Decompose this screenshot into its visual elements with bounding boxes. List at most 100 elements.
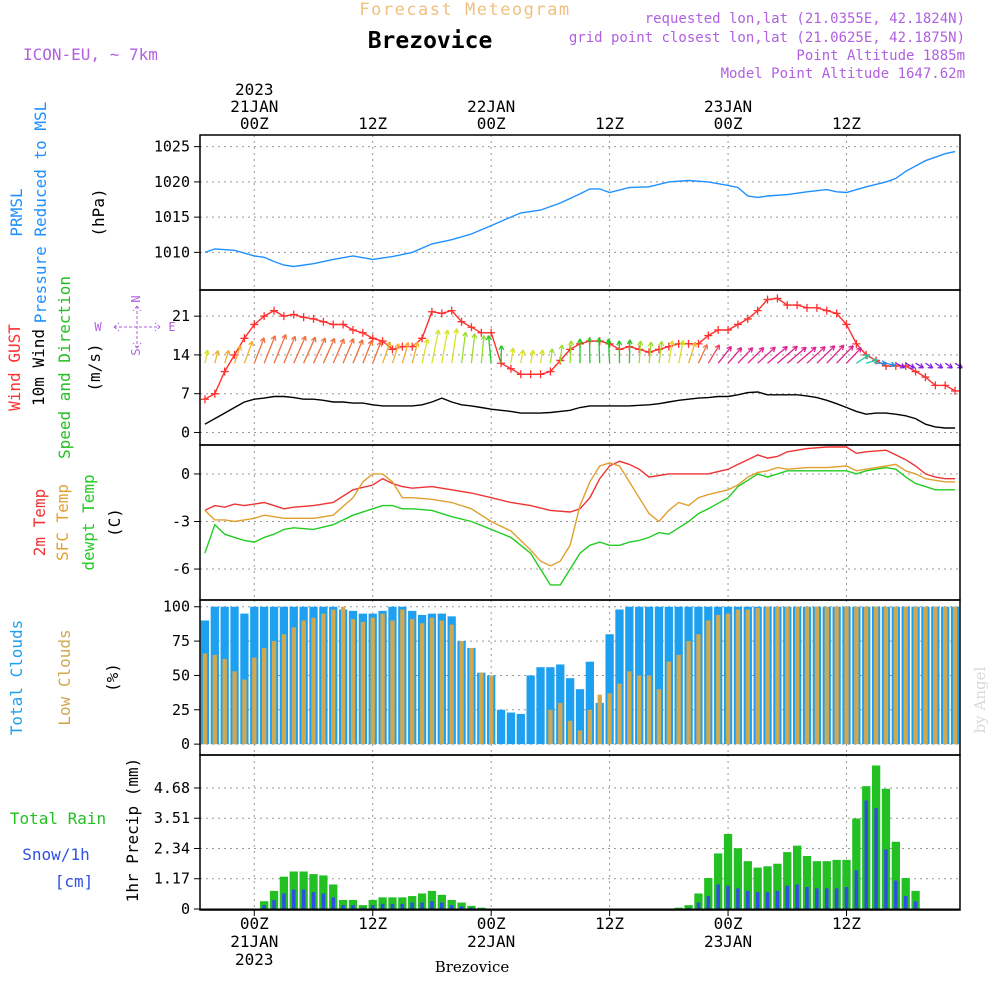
low-cloud-bar [607,693,612,745]
wind-direction-arrow [529,349,536,364]
snow-bar [903,896,908,909]
rain-bar [427,890,437,909]
wind-direction-arrow [925,362,934,369]
wind-direction-arrow [717,345,732,364]
low-cloud-bar [340,606,346,745]
low-cloud-bar [567,720,573,745]
total-cloud-bar [575,689,585,745]
snow-bar [469,907,474,909]
panel-label: Total Rain [10,809,106,828]
low-cloud-bar [864,606,869,745]
point-altitude: Point Altitude 1885m [796,48,965,64]
panel-frame-temp [199,444,961,601]
gust-marker [674,339,683,348]
snow-bar [696,902,701,909]
y-tick-label: 75 [172,632,190,650]
y-tick-label: 1010 [154,243,190,261]
snow-bar [301,889,306,909]
gust-marker [645,348,654,357]
wind-direction-arrow [372,341,383,364]
snow-bar [449,905,454,909]
gust-marker [635,345,644,354]
y-tick-label: 0 [181,735,190,753]
gust-marker [200,395,209,404]
time-label-bottom: 00Z [714,914,743,933]
snow-bar [459,906,464,909]
snow-bar [430,901,434,909]
compass-n-label: N [129,295,143,302]
rain-bar [881,788,891,909]
snow-bar [795,884,799,909]
wind-direction-arrow [637,340,644,364]
model-name: ICON-EU, ~ 7km [23,45,158,64]
panel-label: [cm] [55,872,94,891]
panel-frame-pressure [199,134,961,291]
low-cloud-bar [410,619,415,745]
wind-direction-arrow [558,344,565,364]
low-cloud-bar [419,623,425,745]
rain-bar [822,861,831,909]
total-cloud-bar [496,709,506,745]
panel-label: 1hr Precip (mm) [123,758,142,903]
product-title: Forecast Meteogram [359,0,570,20]
y-tick-label: 25 [172,701,190,719]
gust-marker [724,326,733,334]
rain-bar [319,875,328,909]
y-tick-label: 3.51 [154,809,190,827]
low-cloud-bar [745,609,750,745]
time-label-bottom: 00Z [240,914,269,933]
snow-bar [716,884,720,909]
wind-direction-arrow [431,329,441,364]
total-cloud-bar [506,712,516,745]
total-cloud-bar [585,661,595,745]
low-cloud-bar [706,620,711,745]
compass-arrows [113,305,161,349]
low-cloud-bar [676,654,681,745]
gust-marker [921,373,930,382]
wind-direction-arrow [895,362,906,369]
snow-bar [341,905,345,909]
rain-bar [338,899,348,909]
low-cloud-bar [222,658,227,745]
panel-label: Snow/1h [22,845,89,864]
wind-direction-arrow [605,338,612,364]
wind-direction-arrow [856,354,870,364]
low-cloud-bar [291,627,296,745]
panel-label: PRMSL [7,188,26,236]
low-cloud-bar [488,675,494,745]
low-cloud-bar [834,606,839,745]
snow-bar [262,905,266,909]
gust-marker [951,386,960,395]
time-label-top: 23JAN [704,97,752,116]
gust-marker [457,317,466,326]
wind-direction-arrow [391,343,401,364]
gust-marker [546,367,555,376]
total-cloud-bar [516,713,525,745]
low-cloud-bar [775,606,780,745]
wind-direction-arrow [243,340,254,364]
wind-direction-arrow [678,339,686,364]
total-cloud-bar [605,634,614,745]
series-line-dewpt-temp [204,466,956,586]
time-label-bottom: 00Z [477,914,506,933]
series-line-sfc-temp [204,462,956,567]
gust-marker [714,326,723,334]
gust-marker [506,364,515,373]
low-cloud-bar [735,609,741,745]
time-label-bottom: 23JAN [704,932,752,951]
snow-bar [311,892,316,909]
gust-marker [270,306,279,315]
wind-direction-arrow [747,346,765,364]
snow-bar [775,890,780,909]
snow-bar [746,890,750,909]
snow-bar [785,885,790,909]
wind-direction-arrow [312,337,327,364]
low-cloud-bar [883,606,889,745]
panel-label: Pressure Reduced to MSL [31,102,50,324]
low-cloud-bar [804,606,810,745]
wind-direction-arrow [548,348,555,364]
low-cloud-bar [242,679,247,745]
time-label-top: 00Z [477,114,506,133]
low-cloud-bar [271,641,277,745]
snow-bar [331,897,336,909]
